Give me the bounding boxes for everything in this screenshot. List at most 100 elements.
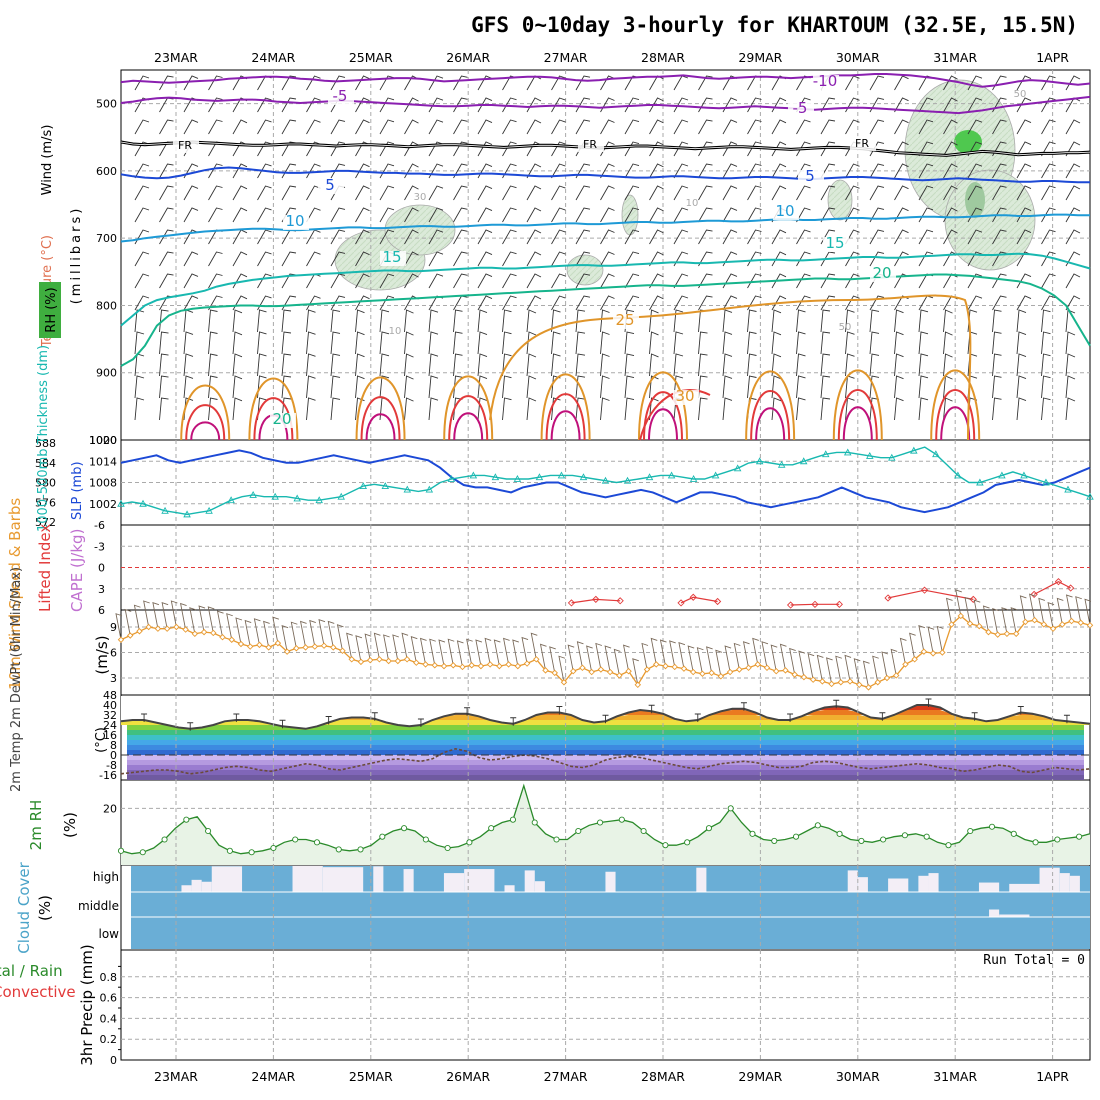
wind-barb	[526, 397, 537, 421]
cloud-high-clear	[1059, 873, 1070, 892]
wind-barb	[820, 353, 831, 377]
cloud-high-clear	[524, 870, 535, 892]
wind-barb	[820, 295, 836, 311]
wind10-marker	[800, 673, 808, 681]
wind-barb	[526, 119, 542, 135]
wind-barb	[943, 375, 953, 399]
wind-barb	[894, 229, 909, 245]
wind10m-panel: 3 6 9	[110, 589, 1094, 695]
wind-barb	[967, 119, 983, 135]
wind10-barb	[798, 650, 806, 678]
wind-barb	[869, 331, 880, 355]
wind-barb	[477, 331, 488, 355]
temp-minmax-bar	[464, 707, 471, 716]
wind-barb	[159, 375, 169, 399]
wind10-barb	[475, 639, 483, 667]
tick-label: 1008	[89, 477, 117, 490]
wind-barb	[575, 163, 591, 179]
rh2m-ylabels: 2m RH (%)	[27, 800, 79, 851]
wind-barb	[575, 251, 591, 267]
isotherm-label: 15	[382, 248, 401, 266]
wind-barb	[698, 229, 713, 245]
cloud-high-clear	[201, 881, 212, 892]
top-date-label: 23MAR	[154, 50, 198, 65]
wind-barb	[477, 229, 493, 245]
page-title: GFS 0~10day 3-hourly for KHARTOUM (32.5E…	[471, 13, 1078, 37]
wind-barb	[306, 397, 316, 421]
slp-marker	[271, 492, 279, 500]
top-date-label: 24MAR	[251, 50, 295, 65]
wind-barb	[600, 229, 615, 245]
wind-barb	[894, 185, 909, 201]
wind-barb	[257, 163, 272, 179]
wind-barb	[404, 353, 414, 377]
wind10-marker	[560, 679, 568, 686]
wind10-barb	[549, 646, 556, 673]
wind10-marker	[856, 681, 863, 689]
isotherm-warm	[935, 389, 976, 441]
wind-barb	[208, 251, 223, 267]
lifted-index-marker	[677, 599, 685, 607]
cloud-high-clear	[403, 869, 414, 892]
slp-marker	[601, 476, 610, 484]
wind-barb	[722, 163, 738, 179]
wind-barb	[918, 375, 929, 399]
wind10-marker	[320, 642, 328, 649]
slp-marker	[205, 506, 213, 514]
tick-label: 700	[96, 232, 117, 245]
wind10-line	[120, 615, 1091, 689]
wind-barb	[673, 229, 689, 245]
rh2m-marker	[226, 847, 233, 854]
wind-barb	[453, 97, 468, 113]
wind-barb	[820, 185, 836, 201]
rh2m-marker	[967, 827, 974, 835]
wind10-marker	[256, 641, 263, 649]
wind10-barb	[336, 624, 344, 651]
wind-barb	[1041, 207, 1056, 223]
wind-barb	[869, 353, 880, 377]
wind10-marker	[357, 658, 365, 666]
wind-barb	[379, 207, 395, 223]
wind10-marker	[173, 623, 180, 631]
wind10-barb	[410, 636, 418, 663]
wind10-marker	[865, 684, 872, 691]
isotherm-label-bg	[823, 237, 849, 252]
wind10-marker	[496, 662, 503, 670]
wind-barb	[134, 163, 150, 179]
rh2m-marker	[945, 842, 952, 849]
wind-barb	[477, 273, 493, 289]
rh2m-marker	[117, 847, 125, 854]
wind10-marker	[1022, 618, 1029, 626]
tick-label: 8	[110, 739, 117, 752]
wind-barb	[649, 309, 659, 333]
wind-barb	[943, 331, 953, 355]
wind-barb	[257, 251, 272, 267]
temp-minmax-bar	[510, 717, 517, 726]
wind-barb	[967, 295, 983, 311]
wind10-barb	[595, 642, 603, 670]
wind-barb	[159, 251, 174, 267]
wind10-marker	[403, 656, 411, 663]
wind10-marker	[311, 643, 319, 650]
isotherm-warm	[842, 406, 873, 441]
wind10-barb	[456, 640, 464, 668]
wind-barb	[1016, 163, 1032, 179]
li-ylabel: Lifted Index	[36, 524, 54, 612]
wind-barb	[1041, 97, 1056, 113]
wind-barb	[477, 97, 493, 113]
rh2m-marker	[575, 827, 582, 835]
wind-barb	[526, 163, 542, 179]
wind-barb	[281, 251, 297, 267]
wind-barb	[208, 97, 223, 113]
wind10-barb	[890, 648, 898, 676]
wind10-marker	[976, 622, 983, 630]
isotherm-label: FR	[178, 139, 192, 152]
isotherm-warm	[750, 390, 791, 441]
slp-marker	[998, 471, 1006, 479]
wind10-marker	[394, 657, 402, 665]
wind-barb	[796, 295, 811, 311]
wind-barb	[526, 75, 542, 91]
wind-barb	[649, 331, 659, 355]
wind10-barb	[207, 606, 215, 634]
wind-barb	[379, 353, 390, 377]
